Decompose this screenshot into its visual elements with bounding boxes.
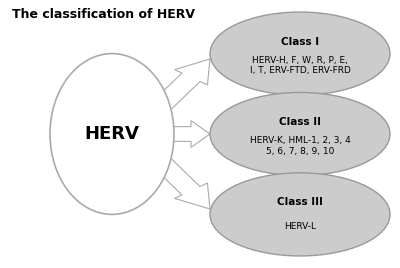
Polygon shape [151, 59, 210, 111]
Text: Class II: Class II [279, 117, 321, 127]
Ellipse shape [210, 173, 390, 256]
Polygon shape [160, 121, 210, 147]
Text: Class I: Class I [281, 36, 319, 47]
Text: HERV: HERV [84, 125, 140, 143]
Text: HERV-K, HML-1, 2, 3, 4
5, 6, 7, 8, 9, 10: HERV-K, HML-1, 2, 3, 4 5, 6, 7, 8, 9, 10 [250, 136, 350, 156]
Text: HERV-L: HERV-L [284, 222, 316, 231]
Polygon shape [151, 157, 210, 209]
Text: Class III: Class III [277, 197, 323, 207]
Ellipse shape [50, 54, 174, 214]
Ellipse shape [210, 92, 390, 176]
Text: HERV-H, F, W, R, P, E,
I, T, ERV-FTD, ERV-FRD: HERV-H, F, W, R, P, E, I, T, ERV-FTD, ER… [250, 56, 350, 75]
Text: The classification of HERV: The classification of HERV [12, 8, 195, 21]
Ellipse shape [210, 12, 390, 95]
